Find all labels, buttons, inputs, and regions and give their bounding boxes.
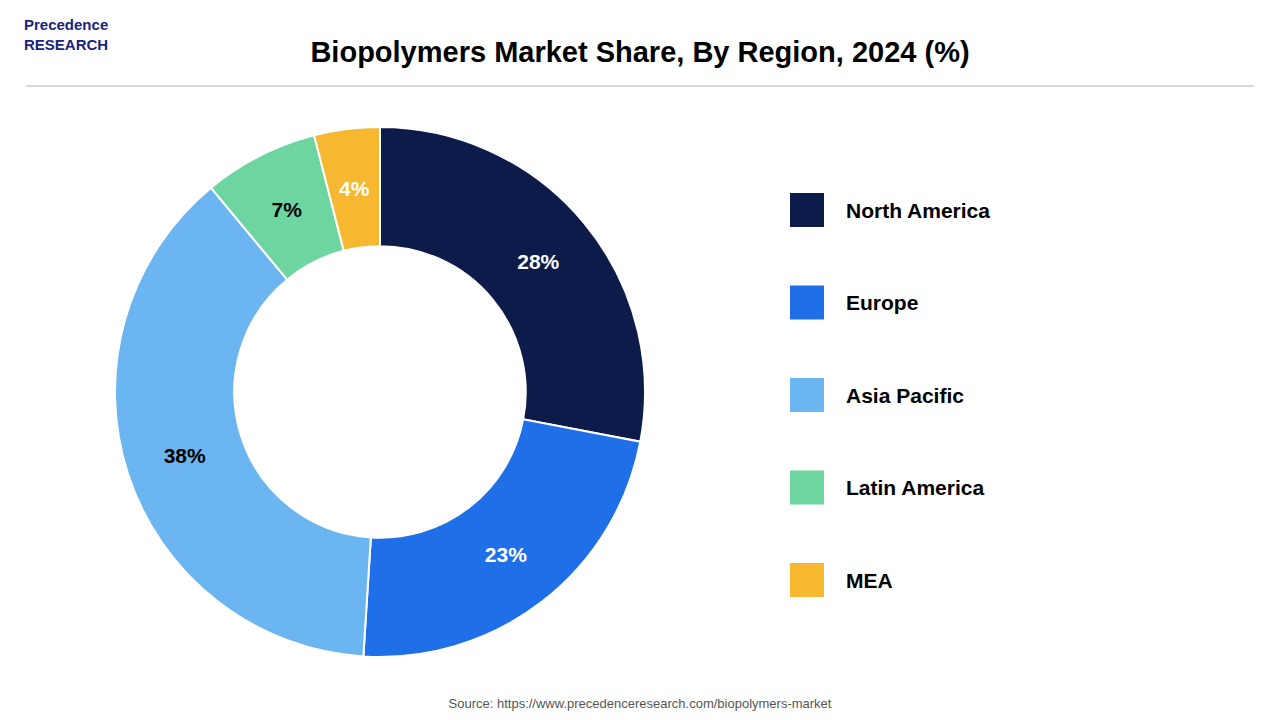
data-labels: 28% 23% 38% 7% 4% <box>164 177 560 566</box>
source: Source: https://www.precedenceresearch.c… <box>449 696 832 711</box>
separator <box>26 85 1255 87</box>
legend-swatch <box>790 563 824 597</box>
legend-item: Latin America <box>790 471 984 505</box>
logo-text: RESEARCH <box>24 36 108 53</box>
legend-swatch <box>790 378 824 412</box>
legend-swatch <box>790 193 824 227</box>
slice <box>363 419 640 657</box>
data-label: 28% <box>517 250 559 273</box>
chart: Biopolymers Market Share, By Region, 202… <box>0 0 1280 720</box>
data-label: 7% <box>272 198 303 221</box>
data-label: 4% <box>339 177 370 200</box>
slice <box>115 188 371 657</box>
slice <box>314 127 380 251</box>
title: Biopolymers Market Share, By Region, 202… <box>310 36 969 68</box>
legend-label: North America <box>846 199 990 222</box>
legend-label: Latin America <box>846 476 984 499</box>
legend-swatch <box>790 471 824 505</box>
legend-item: Europe <box>790 286 918 320</box>
logo-text: Precedence <box>24 16 108 33</box>
data-label: 23% <box>485 543 527 566</box>
legend-label: MEA <box>846 569 893 592</box>
legend-label: Europe <box>846 291 918 314</box>
data-label: 38% <box>164 444 206 467</box>
legend: North America Europe Asia Pacific Latin Ame… <box>790 193 990 597</box>
legend-item: MEA <box>790 563 893 597</box>
legend-item: Asia Pacific <box>790 378 964 412</box>
donut <box>115 127 645 657</box>
legend-label: Asia Pacific <box>846 384 964 407</box>
legend-item: North America <box>790 193 990 227</box>
slice <box>380 127 645 442</box>
legend-swatch <box>790 286 824 320</box>
